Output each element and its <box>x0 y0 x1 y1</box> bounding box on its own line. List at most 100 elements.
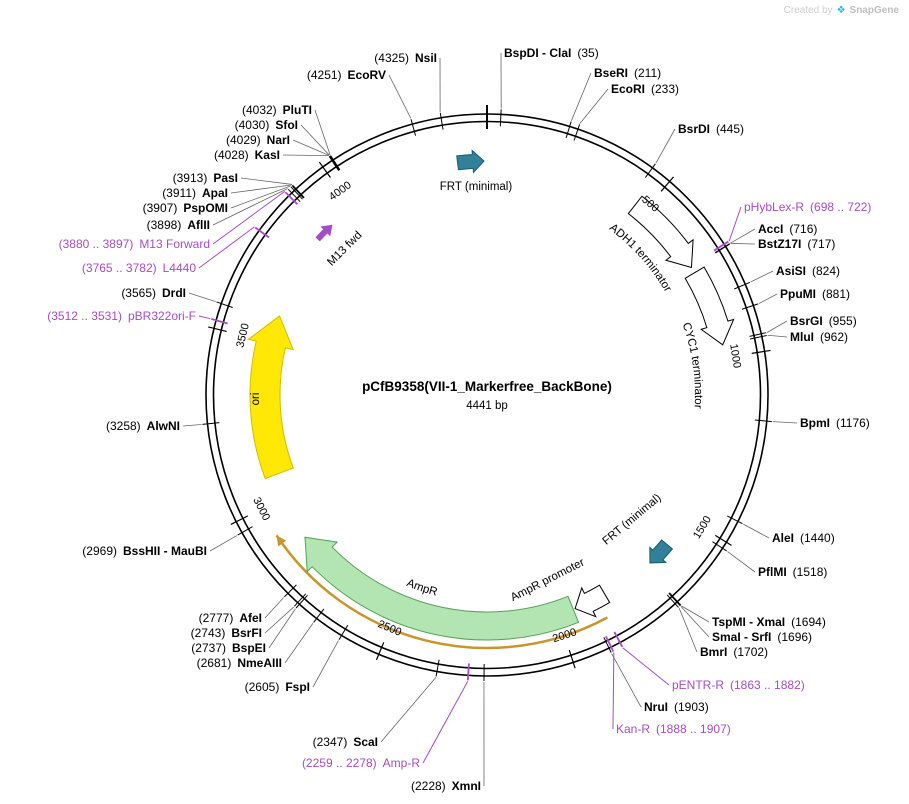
site-leader-alei <box>743 523 770 539</box>
ampr-arrow <box>304 536 580 641</box>
site-tick-nrui <box>603 637 612 653</box>
site-leader-pspomi <box>230 185 291 209</box>
frt-minimal-label: FRT (minimal) <box>600 492 663 548</box>
position-label-1500: 1500 <box>691 514 714 541</box>
site-tick-alei <box>727 515 743 525</box>
enzyme-label-bseri: BseRI (211) <box>594 66 661 80</box>
ampr-promoter-arrow <box>574 584 611 618</box>
site-tick-aflii <box>287 188 301 202</box>
site-tick-bsrgi <box>749 332 767 337</box>
snapgene-logo-icon: ❖ <box>836 4 846 16</box>
watermark-text: Created by <box>783 5 833 16</box>
site-tick-pspomi <box>290 186 303 200</box>
site-tick-kan-r <box>605 635 615 652</box>
site-leader-mlui <box>767 334 788 338</box>
watermark: Created by ❖ SnapGene <box>784 5 899 16</box>
site-leader-aflii <box>212 188 288 226</box>
site-tick-pflmi <box>712 541 727 552</box>
site-leader-tspmi-xmai <box>681 605 710 623</box>
enzyme-label-nsii: (4325) NsiI <box>374 51 437 65</box>
site-leader-bseri <box>571 72 592 121</box>
ori-arrow <box>247 315 295 480</box>
site-leader-l4440 <box>198 226 255 269</box>
position-label-4000: 4000 <box>327 179 354 203</box>
site-tick-fspi <box>338 624 349 640</box>
site-leader-bmri <box>678 608 698 653</box>
site-tick-pluti <box>330 155 341 171</box>
site-leader-bsshii-maubi <box>209 535 237 552</box>
site-leader-acci <box>730 228 756 244</box>
site-labels-group: BspDI - ClaI (35) BseRI (211) EcoRI (233) B… <box>47 46 871 793</box>
site-tick-m13-forward <box>284 191 298 205</box>
site-leader-sfoi <box>300 124 330 156</box>
backbone-group <box>205 105 769 677</box>
enzyme-label-drdi: (3565) DrdI <box>121 286 186 300</box>
enzyme-label-bsrfi: (2743) BsrFI <box>191 626 262 640</box>
enzyme-label-sfoi: (4030) SfoI <box>235 118 298 132</box>
site-leader-pasi <box>240 177 293 185</box>
site-tick-bstz17i <box>715 243 731 254</box>
site-leader-amp-r <box>422 681 469 764</box>
position-tick-500 <box>660 176 674 192</box>
primer-label-kan-r: Kan-R (1888 .. 1907) <box>616 722 731 736</box>
frt-minimal-arrow <box>649 539 674 564</box>
enzyme-label-smai-srfi: SmaI - SrfI (1696) <box>712 630 812 644</box>
site-leader-apai <box>230 184 292 194</box>
enzyme-label-bsrgi: BsrGI (955) <box>790 314 857 328</box>
site-leader-afei <box>264 597 284 619</box>
site-leader-pflmi <box>727 551 756 573</box>
site-leader-scai <box>380 677 437 743</box>
site-tick-bsrdi <box>644 163 656 178</box>
site-tick-tspmi-xmai <box>668 592 682 606</box>
site-leader-nmeaiii <box>284 622 314 664</box>
site-leader-pluti <box>314 109 331 155</box>
enzyme-label-asisi: AsiSI (824) <box>776 264 840 278</box>
enzyme-label-mlui: MluI (962) <box>790 330 848 344</box>
site-tick-bmri <box>666 594 679 608</box>
site-leader-asisi <box>750 270 774 283</box>
enzyme-label-bstz17i: BstZ17I (717) <box>758 237 835 251</box>
site-tick-pbr322ori-f <box>211 318 228 325</box>
site-leader-bstz17i <box>730 243 756 245</box>
site-leader-alwni <box>182 424 202 427</box>
site-tick-bspdi-clai <box>499 109 502 127</box>
enzyme-label-apai: (3911) ApaI <box>162 186 228 200</box>
site-tick-sfoi <box>329 155 340 171</box>
ampr-promoter-label: AmpR promoter <box>509 556 587 604</box>
primer-label-phyblex-r: pHybLex-R (698 .. 722) <box>744 200 871 214</box>
ori-label: ori <box>250 393 262 406</box>
site-leader-kasi <box>282 154 329 157</box>
enzyme-label-afei: (2777) AfeI <box>199 611 262 625</box>
enzyme-label-scai: (2347) ScaI <box>313 735 378 749</box>
frt-minimal-label: FRT (minimal) <box>440 181 513 193</box>
site-leader-ppumi <box>758 293 778 304</box>
ampr-gene-outline-arc <box>275 534 608 650</box>
enzyme-label-acci: AccI (716) <box>758 222 817 236</box>
site-tick-apai <box>291 185 305 199</box>
site-tick-phyblex-r <box>713 240 729 252</box>
enzyme-label-alei: AleI (1440) <box>772 531 835 545</box>
site-leader-kan-r <box>612 652 615 730</box>
ampr-label: AmpR <box>405 577 439 598</box>
enzyme-label-fspi: (2605) FspI <box>245 680 310 694</box>
enzyme-label-bspei: (2737) BspEI <box>191 641 266 655</box>
watermark-brand: SnapGene <box>849 5 899 16</box>
site-leader-drdi <box>188 292 216 302</box>
site-tick-ppumi <box>741 303 759 310</box>
site-tick-smai-srfi <box>668 592 681 607</box>
adh1-terminator-arrow <box>627 195 694 269</box>
enzyme-label-pflmi: PflMI (1518) <box>758 565 827 579</box>
site-leader-bspei <box>268 608 296 649</box>
primer-label-pentr-r: pENTR-R (1863 .. 1882) <box>672 678 805 692</box>
ampr-gene-outline-arrowhead <box>276 535 287 547</box>
enzyme-label-ecori: EcoRI (233) <box>611 82 679 96</box>
site-tick-nmeaiii <box>313 608 325 623</box>
enzyme-label-bspdi-clai: BspDI - ClaI (35) <box>504 46 599 60</box>
position-label-1000: 1000 <box>727 343 743 369</box>
enzyme-label-nmeaiii: (2681) NmeAIII <box>197 656 282 670</box>
enzyme-label-ppumi: PpuMI (881) <box>780 287 850 301</box>
position-tick-2000 <box>568 649 576 669</box>
site-leader-fspi <box>312 640 339 688</box>
